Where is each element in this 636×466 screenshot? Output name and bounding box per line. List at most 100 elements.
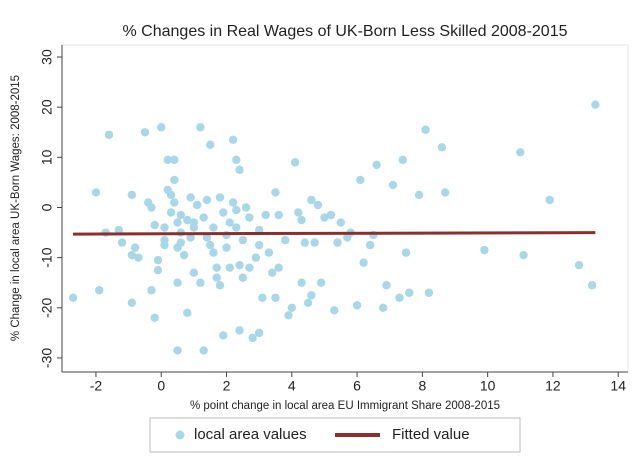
scatter-point bbox=[219, 331, 228, 340]
scatter-point bbox=[199, 213, 208, 222]
scatter-point bbox=[297, 278, 306, 287]
y-tick-label: -10 bbox=[39, 247, 55, 267]
scatter-point bbox=[173, 346, 182, 355]
scatter-point bbox=[163, 155, 172, 165]
scatter-point bbox=[330, 306, 339, 315]
x-tick-label: 12 bbox=[545, 378, 561, 394]
scatter-point bbox=[232, 223, 241, 232]
scatter-point bbox=[95, 286, 104, 295]
x-tick-label: 4 bbox=[288, 378, 296, 394]
scatter-point bbox=[307, 291, 316, 300]
scatter-point bbox=[245, 213, 254, 222]
scatter-point bbox=[235, 165, 244, 175]
scatter-point bbox=[441, 188, 450, 197]
scatter-point bbox=[232, 205, 241, 215]
scatter-point bbox=[261, 210, 270, 220]
scatter-point bbox=[166, 208, 176, 217]
scatter-point bbox=[196, 123, 205, 132]
scatter-point bbox=[352, 301, 362, 310]
scatter-point bbox=[228, 198, 238, 207]
scatter-point bbox=[134, 253, 143, 262]
scatter-point bbox=[271, 293, 280, 302]
x-axis-label: % point change in local area EU Immigran… bbox=[190, 400, 500, 412]
scatter-point bbox=[398, 155, 407, 165]
scatter-point bbox=[480, 245, 489, 255]
scatter-point bbox=[114, 225, 123, 235]
scatter-point bbox=[437, 143, 447, 152]
legend-label: local area values bbox=[194, 426, 307, 443]
scatter-point bbox=[421, 125, 430, 134]
scatter-point bbox=[251, 253, 261, 262]
y-tick-label: 0 bbox=[39, 203, 55, 211]
scatter-point bbox=[147, 286, 156, 295]
scatter-point bbox=[372, 160, 381, 170]
scatter-point bbox=[313, 200, 323, 210]
scatter-point bbox=[284, 311, 293, 320]
scatter-point bbox=[127, 298, 137, 307]
scatter-point bbox=[388, 180, 398, 190]
scatter-point bbox=[117, 238, 127, 247]
scatter-point bbox=[68, 293, 78, 302]
plot-area bbox=[61, 44, 629, 373]
scatter-point bbox=[212, 263, 221, 272]
scatter-point bbox=[160, 235, 169, 245]
scatter-point bbox=[228, 135, 238, 144]
scatter-point bbox=[395, 293, 404, 302]
scatter-point bbox=[235, 260, 244, 270]
scatter-point bbox=[281, 235, 290, 245]
scatter-point bbox=[519, 250, 528, 260]
scatter-point bbox=[401, 248, 411, 257]
scatter-point bbox=[365, 240, 375, 250]
scatter-point bbox=[359, 258, 368, 267]
scatter-point bbox=[326, 210, 336, 220]
scatter-point bbox=[130, 243, 140, 252]
scatter-point bbox=[179, 250, 189, 260]
scatter-point bbox=[91, 188, 101, 197]
scatter-point bbox=[310, 238, 319, 247]
scatter-point bbox=[150, 313, 159, 323]
scatter-point bbox=[160, 223, 169, 232]
scatter-point bbox=[215, 193, 225, 202]
scatter-point bbox=[405, 288, 414, 297]
scatter-point bbox=[186, 193, 195, 202]
scatter-point bbox=[202, 233, 212, 242]
scatter-point bbox=[192, 200, 202, 210]
x-tick-label: 10 bbox=[480, 378, 496, 394]
y-tick-label: -20 bbox=[39, 297, 55, 317]
scatter-point bbox=[166, 190, 176, 200]
scatter-point bbox=[248, 333, 257, 343]
scatter-point bbox=[225, 263, 234, 272]
x-tick-label: 14 bbox=[610, 378, 626, 394]
scatter-point bbox=[274, 263, 283, 272]
scatter-point bbox=[268, 268, 277, 277]
scatter-point bbox=[591, 100, 600, 109]
scatter-point bbox=[186, 233, 195, 242]
legend-swatch bbox=[175, 430, 185, 440]
scatter-point bbox=[232, 155, 241, 165]
scatter-point bbox=[245, 263, 254, 272]
scatter-point bbox=[153, 265, 163, 275]
scatter-point bbox=[378, 303, 388, 313]
scatter-point bbox=[574, 260, 584, 270]
fitted-line bbox=[73, 231, 596, 236]
scatter-point bbox=[104, 130, 114, 139]
scatter-point bbox=[238, 235, 248, 245]
scatter-point bbox=[545, 195, 554, 205]
scatter-point bbox=[196, 278, 205, 287]
y-tick-label: 30 bbox=[39, 49, 55, 65]
scatter-point bbox=[303, 298, 313, 307]
scatter-point bbox=[414, 190, 424, 200]
scatter-point bbox=[274, 210, 283, 220]
scatter-point bbox=[382, 281, 391, 290]
scatter-point bbox=[258, 293, 267, 302]
x-tick-label: 2 bbox=[223, 378, 231, 394]
scatter-point bbox=[219, 208, 228, 217]
scatter-point bbox=[254, 240, 264, 250]
scatter-point bbox=[170, 175, 179, 185]
scatter-point bbox=[225, 218, 234, 227]
scatter-point bbox=[170, 155, 179, 165]
scatter-point bbox=[140, 128, 150, 137]
scatter-point bbox=[320, 213, 329, 222]
y-axis-label: % Change in local area UK-Born Wages: 20… bbox=[10, 75, 22, 341]
